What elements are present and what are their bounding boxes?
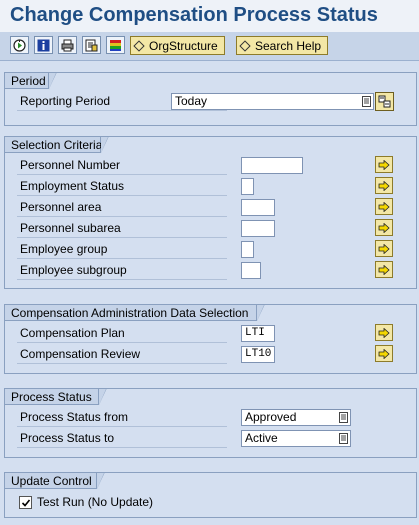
org-structure-button[interactable]: OrgStructure [130,36,225,55]
print-icon[interactable] [58,36,77,54]
multiple-selection-arrow-button[interactable] [375,261,393,278]
process-status-from-value: Approved [245,410,297,424]
employment-status-field[interactable] [241,178,254,195]
comp-admin-group: Compensation Administration Data Selecti… [4,304,417,374]
arrow-right-icon [378,243,390,254]
page-title: Change Compensation Process Status [10,4,378,26]
multiple-selection-arrow-button[interactable] [375,219,393,236]
arrow-right-icon [378,159,390,170]
reporting-period-field[interactable]: Today [171,93,374,110]
personnel-subarea-field[interactable] [241,220,275,237]
period-header: Period [5,72,57,89]
selection-criteria-header: Selection Criteria [5,136,109,153]
compensation-review-field[interactable]: LT10 [241,346,275,363]
diamond-icon [133,39,145,52]
personnel-area-field[interactable] [241,199,275,216]
personnel-area-label: Personnel area [17,199,227,217]
arrow-right-icon [378,327,390,338]
org-structure-label: OrgStructure [149,38,218,53]
multiple-selection-arrow-button[interactable] [375,345,393,362]
personnel-subarea-label: Personnel subarea [17,220,227,238]
process-status-to-label: Process Status to [17,430,227,448]
multiple-selection-icon [378,95,391,108]
process-status-from-label: Process Status from [17,409,227,427]
arrow-right-icon [378,180,390,191]
multiple-selection-arrow-button[interactable] [375,156,393,173]
comp-admin-header: Compensation Administration Data Selecti… [5,304,265,321]
update-control-group: Update Control Test Run (No Update) [4,472,417,518]
color-legend-icon[interactable] [106,36,125,54]
employment-status-label: Employment Status [17,178,227,196]
selection-criteria-group: Selection Criteria Personnel Number Empl… [4,136,417,289]
search-help-button[interactable]: Search Help [236,36,329,55]
process-status-to-value: Active [245,431,278,445]
employee-group-field[interactable] [241,241,254,258]
test-run-label: Test Run (No Update) [37,495,154,509]
multiple-selection-arrow-button[interactable] [375,177,393,194]
arrow-right-icon [378,348,390,359]
arrow-right-icon [378,264,390,275]
update-control-header: Update Control [5,472,105,489]
process-status-from-field[interactable]: Approved [241,409,351,426]
personnel-number-field[interactable] [241,157,303,174]
value-help-icon[interactable] [339,433,348,444]
compensation-plan-field[interactable]: LTI [241,325,275,342]
multiple-selection-arrow-button[interactable] [375,198,393,215]
search-help-label: Search Help [255,38,322,53]
application-toolbar: OrgStructure Search Help [0,32,419,61]
compensation-review-label: Compensation Review [17,346,227,364]
title-bar: Change Compensation Process Status [0,0,419,32]
multiple-selection-arrow-button[interactable] [375,240,393,257]
value-help-icon[interactable] [362,96,371,107]
diamond-icon [239,39,251,52]
process-status-header: Process Status [5,388,107,405]
test-run-checkbox[interactable] [19,496,32,509]
arrow-right-icon [378,222,390,233]
employee-subgroup-field[interactable] [241,262,261,279]
process-status-group: Process Status Process Status from Appro… [4,388,417,458]
execute-icon[interactable] [10,36,29,54]
multiple-selection-arrow-button[interactable] [375,324,393,341]
multiple-selection-button[interactable] [375,92,394,111]
arrow-right-icon [378,201,390,212]
employee-subgroup-label: Employee subgroup [17,262,227,280]
value-help-icon[interactable] [339,412,348,423]
employee-group-label: Employee group [17,241,227,259]
personnel-number-label: Personnel Number [17,157,227,175]
period-group: Period Reporting Period Today [4,72,417,126]
reporting-period-label: Reporting Period [17,93,227,111]
reporting-period-value: Today [175,94,208,108]
process-status-to-field[interactable]: Active [241,430,351,447]
compensation-plan-label: Compensation Plan [17,325,227,343]
checkmark-icon [21,498,30,507]
variant-icon[interactable] [82,36,101,54]
info-icon[interactable] [34,36,53,54]
